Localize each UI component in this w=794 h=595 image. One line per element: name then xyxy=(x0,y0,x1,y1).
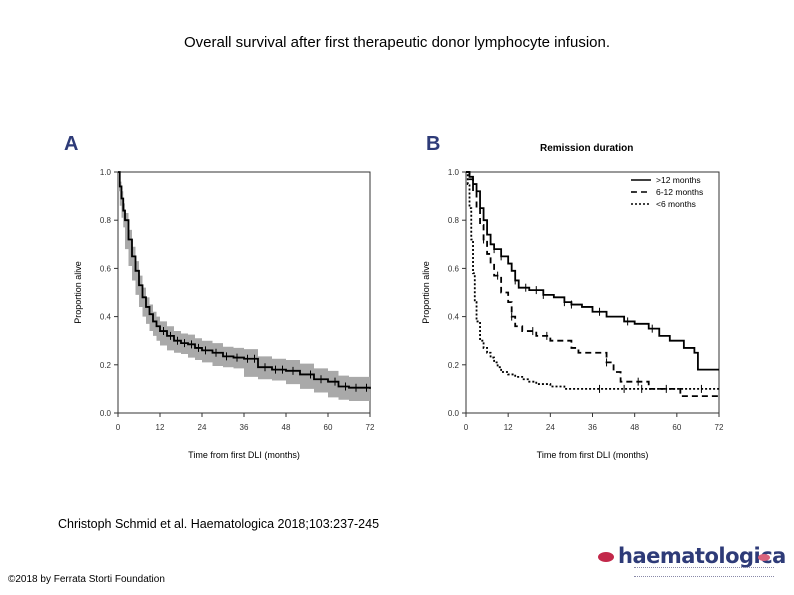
panel-a-xtick-label: 12 xyxy=(156,423,165,432)
panel-b-xtick-label: 60 xyxy=(672,423,681,432)
haematologica-logo[interactable]: haematologica xyxy=(598,544,788,578)
panel-a-xlabel: Time from first DLI (months) xyxy=(188,450,300,460)
panel-b-ytick-label: 0.6 xyxy=(448,264,460,273)
panel-a-series-0-ci-band xyxy=(118,172,370,401)
panel-a-ytick-label: 0.2 xyxy=(100,361,112,370)
panel-a-ytick-label: 1.0 xyxy=(100,168,112,177)
panel-b-series-0-line xyxy=(466,171,719,371)
panel-a-xtick-label: 72 xyxy=(366,423,375,432)
panel-b-series-2-line xyxy=(466,171,719,390)
panel-b-legend-label-0: >12 months xyxy=(656,175,701,185)
logo-subtitle-lines xyxy=(634,567,774,577)
panel-b-ytick-label: 0.8 xyxy=(448,216,460,225)
citation: Christoph Schmid et al. Haematologica 20… xyxy=(58,517,380,531)
panel-b-series-1-line xyxy=(466,171,719,398)
panel-a-label: A xyxy=(64,133,78,155)
slide-title: Overall survival after first therapeutic… xyxy=(183,34,611,51)
panel-b-ytick-label: 1.0 xyxy=(448,168,460,177)
panel-b-xlabel: Time from first DLI (months) xyxy=(537,450,649,460)
panel-b-xtick-label: 12 xyxy=(504,423,513,432)
panel-b-xtick-label: 48 xyxy=(630,423,639,432)
panel-a-xtick-label: 0 xyxy=(116,423,121,432)
panel-a-ytick-label: 0.8 xyxy=(100,216,112,225)
panel-b-ytick-label: 0.2 xyxy=(448,361,460,370)
panel-b-ytick-label: 0.4 xyxy=(448,313,460,322)
panel-b-label: B xyxy=(426,133,440,155)
copyright: ©2018 by Ferrata Storti Foundation xyxy=(8,574,165,585)
panel-b-legend-label-2: <6 months xyxy=(656,199,696,209)
panel-a-ytick-label: 0.4 xyxy=(100,313,112,322)
panel-b-ytick-label: 0.0 xyxy=(448,409,460,418)
panel-a-ytick-label: 0.6 xyxy=(100,264,112,273)
panel-b-title: Remission duration xyxy=(540,143,633,154)
panel-b-legend-label-1: 6-12 months xyxy=(656,187,703,197)
panel-a-ylabel: Proportion alive xyxy=(73,261,83,324)
panel-b-xtick-label: 24 xyxy=(546,423,555,432)
panel-b-xtick-label: 72 xyxy=(715,423,724,432)
panel-a-xtick-label: 36 xyxy=(240,423,249,432)
survival-figure: A 0 12 24 36 48 60 72 0.0 0.2 0.4 0.6 0.8 1.0 Time fro… xyxy=(64,133,724,460)
panel-a-xtick-label: 60 xyxy=(324,423,333,432)
panel-a-xtick-label: 24 xyxy=(198,423,207,432)
logo-mark-icon xyxy=(598,552,614,562)
panel-b-xtick-label: 0 xyxy=(464,423,469,432)
panel-a-xtick-label: 48 xyxy=(282,423,291,432)
panel-a-ytick-label: 0.0 xyxy=(100,409,112,418)
panel-b-xtick-label: 36 xyxy=(588,423,597,432)
panel-a-series-0-line xyxy=(118,171,371,389)
logo-secondary-icon xyxy=(758,554,770,561)
panel-b-ylabel: Proportion alive xyxy=(421,261,431,324)
